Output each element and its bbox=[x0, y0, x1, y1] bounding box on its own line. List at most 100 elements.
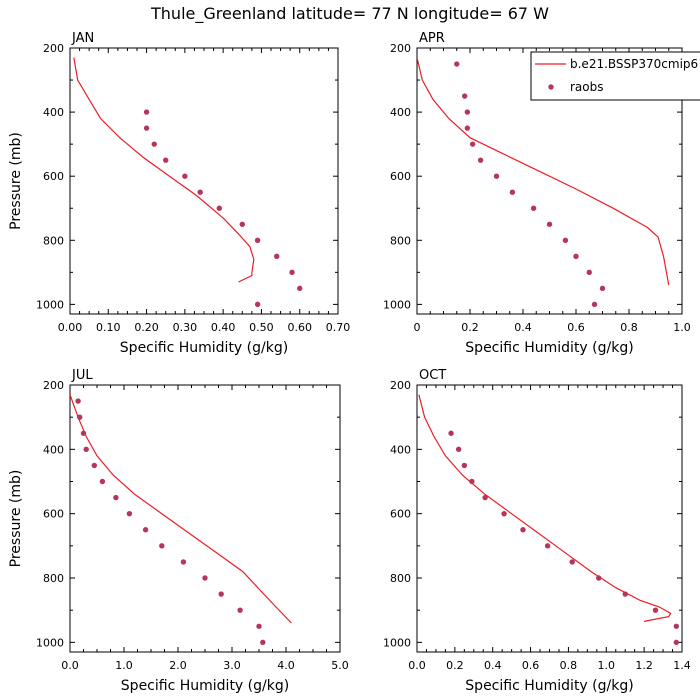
raobs-point bbox=[493, 173, 500, 179]
x-tick-label: 1.0 bbox=[598, 659, 616, 672]
legend: b.e21.BSSP370cmip6 raobs bbox=[530, 51, 700, 101]
x-tick-label: 1.0 bbox=[673, 321, 691, 334]
y-tick-label: 200 bbox=[390, 42, 411, 55]
raobs-point bbox=[113, 494, 119, 501]
raobs-point bbox=[289, 269, 295, 276]
raobs-point bbox=[469, 478, 475, 485]
x-tick-label: 0.4 bbox=[484, 659, 502, 672]
x-tick-label: 5.0 bbox=[331, 659, 349, 672]
legend-box bbox=[530, 51, 700, 101]
figure-title: Thule_Greenland latitude= 77 N longitude… bbox=[150, 4, 549, 24]
raobs-point bbox=[216, 205, 223, 211]
raobs-point bbox=[591, 301, 598, 308]
x-axis-label: Specific Humidity (g/kg) bbox=[465, 340, 633, 356]
x-tick-label: 0.2 bbox=[446, 659, 464, 672]
raobs-point bbox=[586, 269, 592, 276]
raobs-point bbox=[464, 109, 471, 115]
panel-title: OCT bbox=[419, 368, 446, 383]
raobs-point bbox=[239, 221, 245, 227]
raobs-point bbox=[622, 591, 628, 597]
raobs-point bbox=[218, 591, 224, 597]
raobs-point bbox=[509, 189, 516, 195]
x-tick-label: 0.6 bbox=[567, 321, 585, 334]
legend-label-raobs: raobs bbox=[570, 80, 604, 94]
x-axis-label: Specific Humidity (g/kg) bbox=[465, 678, 633, 694]
y-tick-label: 1000 bbox=[36, 298, 64, 311]
y-tick-label: 800 bbox=[390, 234, 411, 247]
raobs-point bbox=[455, 446, 462, 453]
raobs-point bbox=[80, 430, 87, 436]
raobs-point bbox=[274, 253, 280, 260]
raobs-point bbox=[530, 205, 537, 211]
y-tick-label: 400 bbox=[390, 106, 411, 119]
panel-oct: OCT 0.0 0.2 0.4 0.6 0.8 1.0 1.2 1.4 200 400 600 800 1… bbox=[383, 368, 691, 694]
y-tick-label: 1000 bbox=[383, 636, 411, 649]
raobs-point bbox=[652, 607, 659, 613]
x-tick-label: 0.70 bbox=[326, 321, 351, 334]
legend-marker-swatch bbox=[548, 84, 554, 90]
y-tick-label: 400 bbox=[43, 443, 64, 456]
x-tick-label: 4.0 bbox=[277, 659, 295, 672]
raobs-point bbox=[99, 478, 106, 485]
raobs-point bbox=[83, 446, 89, 453]
raobs-point bbox=[159, 543, 165, 549]
raobs-point bbox=[520, 527, 526, 533]
raobs-point bbox=[202, 575, 208, 581]
y-tick-label: 800 bbox=[390, 572, 411, 585]
series-line-model bbox=[73, 57, 255, 283]
raobs-point bbox=[482, 494, 488, 501]
raobs-point bbox=[501, 510, 507, 517]
raobs-point bbox=[599, 285, 606, 292]
y-tick-label: 1000 bbox=[36, 636, 64, 649]
x-tick-label: 0.0 bbox=[408, 659, 426, 672]
y-axis-label: Pressure (mb) bbox=[8, 132, 24, 230]
raobs-point bbox=[462, 93, 468, 99]
y-tick-label: 400 bbox=[390, 443, 411, 456]
x-tick-label: 0.8 bbox=[620, 321, 638, 334]
y-tick-label: 800 bbox=[43, 234, 64, 247]
raobs-point bbox=[469, 141, 476, 147]
x-tick-label: 0.0 bbox=[61, 659, 79, 672]
x-tick-label: 0.30 bbox=[173, 321, 198, 334]
raobs-point bbox=[254, 237, 261, 243]
raobs-point bbox=[237, 607, 243, 613]
x-tick-label: 3.0 bbox=[223, 659, 241, 672]
y-tick-label: 200 bbox=[43, 379, 64, 392]
x-tick-label: 1.0 bbox=[115, 659, 133, 672]
plot-frame bbox=[416, 384, 683, 653]
raobs-point bbox=[454, 61, 460, 67]
panel-jul: JUL 0.0 1.0 2.0 3.0 4.0 5.0 200 400 600 800 1000 Spe… bbox=[8, 368, 349, 694]
raobs-point bbox=[673, 639, 680, 646]
x-axis-label: Specific Humidity (g/kg) bbox=[121, 678, 289, 694]
y-tick-label: 800 bbox=[43, 572, 64, 585]
x-tick-label: 0.6 bbox=[522, 659, 540, 672]
raobs-point bbox=[544, 543, 551, 549]
x-tick-label: 0.8 bbox=[560, 659, 578, 672]
y-tick-label: 400 bbox=[43, 106, 64, 119]
series-line-model bbox=[417, 57, 670, 286]
plot-frame bbox=[69, 384, 341, 653]
panel-title: JAN bbox=[71, 31, 94, 46]
raobs-point bbox=[562, 237, 569, 243]
raobs-point bbox=[143, 125, 150, 131]
raobs-point bbox=[573, 253, 579, 260]
series-line-model bbox=[70, 394, 292, 624]
raobs-point bbox=[546, 221, 553, 227]
raobs-point bbox=[77, 414, 83, 420]
y-tick-label: 600 bbox=[390, 508, 411, 521]
x-tick-label: 0.50 bbox=[249, 321, 274, 334]
raobs-point bbox=[91, 462, 98, 469]
raobs-point bbox=[197, 189, 203, 195]
x-tick-label: 0 bbox=[414, 321, 421, 334]
raobs-point bbox=[464, 125, 471, 131]
x-tick-label: 0.20 bbox=[134, 321, 159, 334]
x-tick-label: 2.0 bbox=[169, 659, 187, 672]
y-tick-label: 200 bbox=[43, 42, 64, 55]
raobs-point bbox=[673, 623, 680, 629]
y-tick-label: 600 bbox=[43, 170, 64, 183]
x-axis-label: Specific Humidity (g/kg) bbox=[120, 340, 288, 356]
raobs-point bbox=[254, 301, 261, 308]
panel-jan: JAN 0.00 0.10 0.20 0.30 0.40 0.50 0.60 0.70 200 40… bbox=[8, 31, 350, 356]
panel-title: JUL bbox=[71, 368, 93, 383]
